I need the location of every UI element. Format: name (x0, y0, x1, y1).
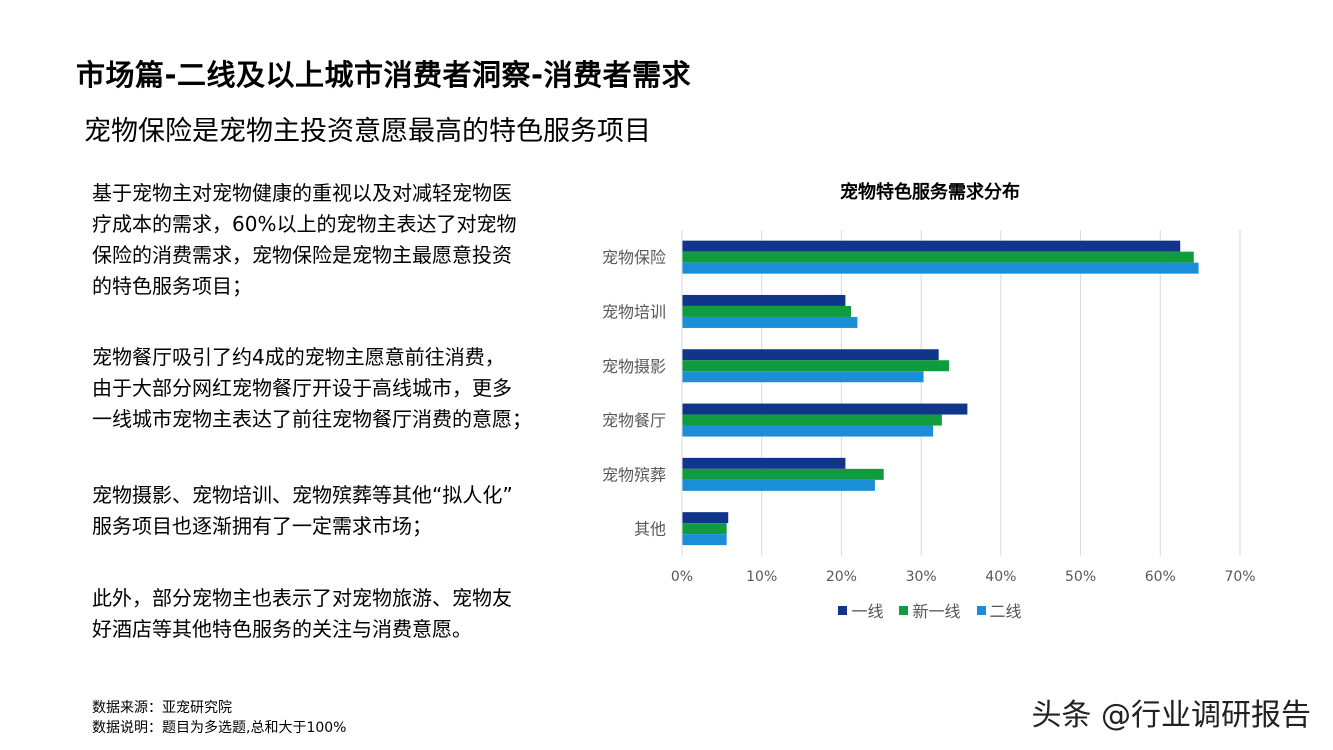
legend-swatch (976, 605, 986, 615)
text-line: 保险的消费需求，宠物保险是宠物主最愿意投资 (92, 243, 512, 267)
legend-item: 新一线 (899, 598, 961, 622)
paragraph-insurance: 基于宠物主对宠物健康的重视以及对减轻宠物医 疗成本的需求，60%以上的宠物主表达… (92, 178, 516, 302)
data-explanation-note: 数据说明：题目为多选题,总和大于100% (92, 720, 347, 736)
paragraph-additional: 此外，部分宠物主也表示了对宠物旅游、宠物友 好酒店等其他特色服务的关注与消费意愿… (92, 583, 512, 645)
bar (682, 262, 1199, 274)
category-label: 宠物殡葬 (602, 465, 666, 484)
bar (682, 305, 851, 317)
legend-swatch (899, 605, 909, 615)
bar (682, 403, 968, 415)
bar (682, 523, 727, 535)
legend-label: 一线 (851, 602, 884, 621)
bar (682, 534, 727, 546)
bar (682, 468, 884, 480)
chart-title: 宠物特色服务需求分布 (840, 182, 1020, 203)
bar (682, 371, 924, 383)
text-line: 好酒店等其他特色服务的关注与消费意愿。 (92, 617, 472, 641)
text-line: 宠物摄影、宠物培训、宠物殡葬等其他“拟人化” (92, 483, 513, 507)
x-tick-label: 60% (1145, 569, 1176, 585)
data-source-note: 数据来源：亚宠研究院 (92, 700, 232, 716)
category-label: 宠物餐厅 (602, 411, 666, 430)
bar (682, 349, 939, 361)
text-line: 基于宠物主对宠物健康的重视以及对减轻宠物医 (92, 181, 512, 205)
text-line: 由于大部分网红宠物餐厅开设于高线城市，更多 (92, 376, 512, 400)
paragraph-other-services: 宠物摄影、宠物培训、宠物殡葬等其他“拟人化” 服务项目也逐渐拥有了一定需求市场； (92, 480, 513, 542)
bar (682, 414, 942, 426)
legend-label: 二线 (989, 602, 1022, 621)
bar (682, 425, 934, 437)
chart-container: 宠物特色服务需求分布 0% 10% 20% 30% 40% 50% 60% 70% 宠物保险宠物… (580, 170, 1280, 630)
category-label: 其他 (634, 520, 666, 539)
bar (682, 316, 858, 328)
x-tick-label: 30% (906, 569, 937, 585)
chart-legend: 一线 新一线 二线 (580, 598, 1280, 622)
legend-item: 一线 (838, 598, 883, 622)
paragraph-restaurant: 宠物餐厅吸引了约4成的宠物主愿意前往消费， 由于大部分网红宠物餐厅开设于高线城市… (92, 342, 532, 435)
x-tick-label: 50% (1065, 569, 1096, 585)
text-line: 疗成本的需求，60%以上的宠物主表达了对宠物 (92, 212, 517, 236)
x-tick-label: 70% (1224, 569, 1255, 585)
text-line: 的特色服务项目； (92, 274, 252, 298)
category-label: 宠物培训 (602, 302, 666, 321)
bar (682, 251, 1194, 263)
bar (682, 294, 846, 306)
x-tick-label: 40% (985, 569, 1016, 585)
text-line: 此外，部分宠物主也表示了对宠物旅游、宠物友 (92, 586, 512, 610)
legend-swatch (838, 605, 848, 615)
x-tick-label: 10% (746, 569, 777, 585)
text-line: 服务项目也逐渐拥有了一定需求市场； (92, 514, 432, 538)
text-line: 一线城市宠物主表达了前往宠物餐厅消费的意愿； (92, 407, 532, 431)
x-tick-label: 0% (671, 569, 693, 585)
category-label: 宠物保险 (602, 248, 666, 267)
page-subtitle: 宠物保险是宠物主投资意愿最高的特色服务项目 (84, 116, 651, 147)
bar (682, 457, 846, 469)
page-title: 市场篇-二线及以上城市消费者洞察-消费者需求 (76, 58, 692, 92)
category-label: 宠物摄影 (602, 357, 666, 376)
bar (682, 479, 875, 491)
bar (682, 360, 950, 372)
text-line: 宠物餐厅吸引了约4成的宠物主愿意前往消费， (92, 345, 505, 369)
watermark: 头条 @行业调研报告 (1031, 698, 1311, 733)
bar (682, 240, 1181, 252)
bar-chart: 0% 10% 20% 30% 40% 50% 60% 70% 宠物保险宠物培训宠物摄影宠物餐厅宠… (602, 230, 1256, 585)
legend-label: 新一线 (912, 602, 961, 621)
legend-item: 二线 (976, 598, 1022, 622)
x-tick-label: 20% (826, 569, 857, 585)
bar (682, 512, 729, 524)
